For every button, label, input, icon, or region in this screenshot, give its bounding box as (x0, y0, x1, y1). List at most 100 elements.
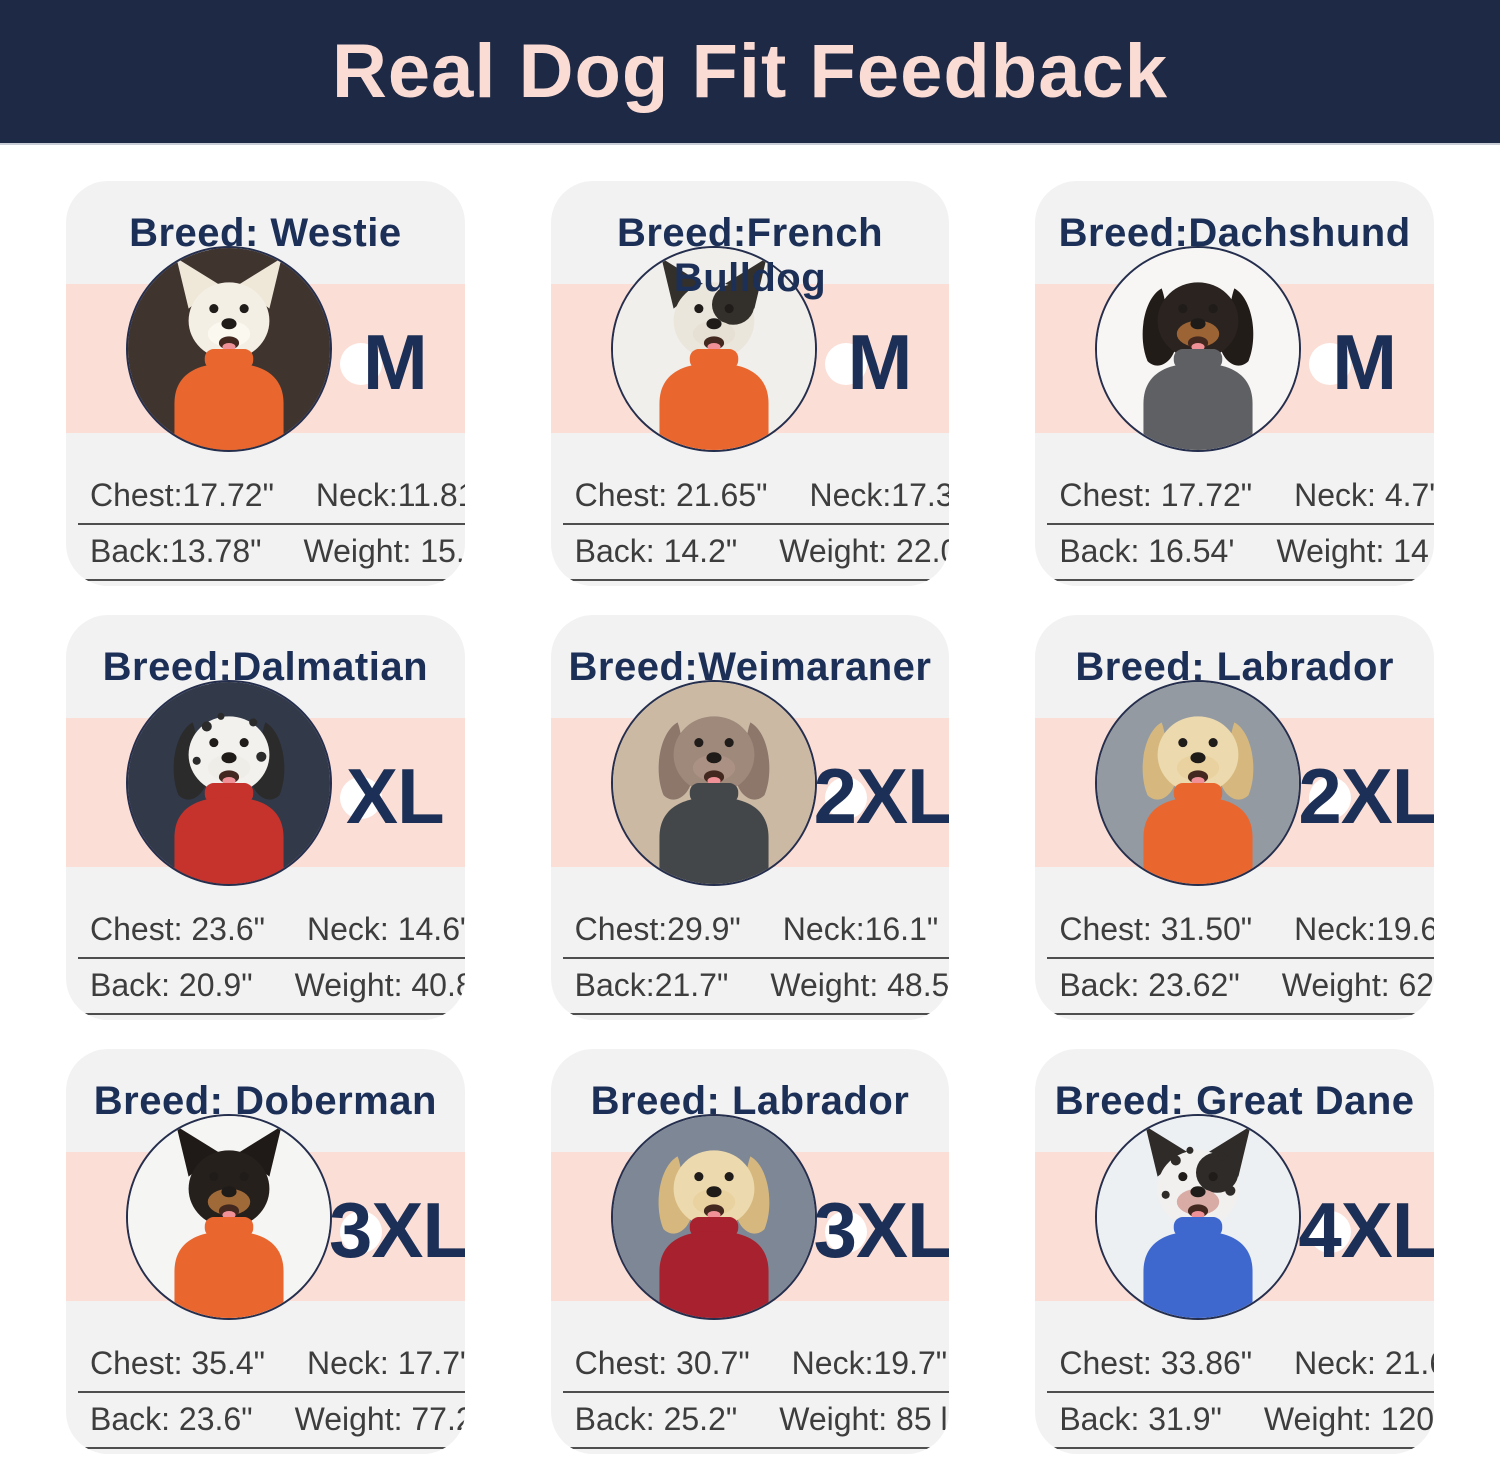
dog-photo-circle (610, 246, 817, 452)
dog-photo-circle (1095, 246, 1302, 452)
dog-photo-circle (1095, 680, 1302, 886)
dog-photo-circle (1095, 1114, 1302, 1320)
dog-illustration-icon (1097, 682, 1300, 884)
dog-illustration-icon (128, 682, 330, 884)
dog-illustration-icon (612, 682, 815, 884)
dog-card-labrador-2xl: Breed: Labrador 2XL Chest: 31.50" Neck:19… (1035, 615, 1434, 1020)
dog-card-labrador-3xl: Breed: Labrador 3XL Chest: 30.7" Neck:19.… (550, 1049, 950, 1454)
chest-value: Chest:17.72" (90, 477, 274, 513)
weight-value: Weight: 120 lbs (1263, 1401, 1434, 1437)
neck-value: Neck:19.69" (1294, 911, 1434, 947)
back-value: Back:13.78" (90, 533, 262, 569)
back-value: Back:21.7" (574, 967, 729, 1003)
weight-value: Weight: 77.2 lbs (294, 1401, 465, 1437)
neck-value: Neck: 14.6" (307, 911, 465, 947)
chest-value: Chest: 31.50" (1059, 911, 1253, 947)
chest-value: Chest: 33.86" (1059, 1345, 1253, 1381)
white-dot-accent (340, 1211, 382, 1253)
neck-value: Neck: 21.65" (1294, 1345, 1434, 1381)
weight-value: Weight: 15.43 lbs (303, 533, 465, 569)
weight-value: Weight: 85 lbs (779, 1401, 949, 1437)
measurement-line-2: Back: 23.62" Weight: 62.83 lbs (1047, 967, 1434, 1015)
breed-title: Breed: Labrador (590, 1079, 910, 1123)
breed-title: Breed: Labrador (1075, 645, 1394, 689)
dog-card-weimaraner: Breed:Weimaraner 2XL Chest:29.9" Neck:16.… (550, 615, 950, 1020)
measurement-line-1: Chest: 30.7" Neck:19.7" (562, 1345, 950, 1393)
weight-value: Weight: 62.83 lbs (1281, 967, 1434, 1003)
dog-photo-circle (126, 1114, 332, 1320)
measurement-line-1: Chest:17.72" Neck:11.81" (78, 477, 465, 525)
dog-illustration-icon (612, 1116, 815, 1318)
breed-title: Breed: Great Dane (1054, 1079, 1415, 1123)
white-dot-accent (824, 1211, 867, 1253)
dog-photo-circle (610, 680, 817, 886)
measurement-line-2: Back: 25.2" Weight: 85 lbs (562, 1401, 950, 1449)
breed-title: Breed:French Bulldog (616, 211, 884, 300)
dog-card-french-bulldog: Breed:French Bulldog M Chest: 21.65" Neck… (550, 181, 950, 586)
chest-value: Chest: 35.4" (90, 1345, 266, 1381)
weight-value: Weight: 22.05 lbs (779, 533, 949, 569)
dog-photo-circle (126, 680, 332, 886)
dog-illustration-icon (1097, 1116, 1300, 1318)
measurement-line-2: Back:21.7" Weight: 48.5 lbs (562, 967, 950, 1015)
weight-value: Weight: 40.8 lbs (294, 967, 465, 1003)
measurement-line-2: Back: 23.6" Weight: 77.2 lbs (78, 1401, 465, 1449)
dog-illustration-icon (128, 1116, 330, 1318)
weight-value: Weight: 14.33 lbs (1276, 533, 1434, 569)
measurement-line-1: Chest: 17.72" Neck: 4.7" (1047, 477, 1434, 525)
size-label: 3XL (813, 1186, 950, 1274)
size-label: M (1332, 318, 1397, 406)
breed-title: Breed:Dachshund (1058, 211, 1411, 255)
white-dot-accent (824, 343, 867, 385)
back-value: Back: 20.9" (90, 967, 253, 1003)
neck-value: Neck:11.81" (315, 477, 465, 513)
white-dot-accent (340, 343, 382, 385)
measurement-line-1: Chest:29.9" Neck:16.1" (562, 911, 950, 959)
dog-card-great-dane: Breed: Great Dane 4XL Chest: 33.86" Neck: (1035, 1049, 1434, 1454)
dog-photo-circle (610, 1114, 817, 1320)
neck-value: Neck:19.7" (791, 1345, 948, 1381)
size-label: 3XL (329, 1186, 465, 1274)
size-label: M (847, 318, 913, 406)
measurement-line-1: Chest: 35.4" Neck: 17.7" (78, 1345, 465, 1393)
neck-value: Neck:16.1" (782, 911, 939, 947)
back-value: Back: 16.54' (1059, 533, 1235, 569)
back-value: Back: 25.2" (574, 1401, 738, 1437)
measurement-line-1: Chest: 23.6" Neck: 14.6" (78, 911, 465, 959)
neck-value: Neck: 17.7" (307, 1345, 465, 1381)
measurement-line-1: Chest: 31.50" Neck:19.69" (1047, 911, 1434, 959)
measurement-line-2: Back:13.78" Weight: 15.43 lbs (78, 533, 465, 581)
measurement-line-2: Back: 31.9" Weight: 120 lbs (1047, 1401, 1434, 1449)
dog-card-doberman: Breed: Doberman 3XL Chest: 35.4" Neck: 17… (66, 1049, 465, 1454)
chest-value: Chest: 30.7" (574, 1345, 750, 1381)
back-value: Back: 23.6" (90, 1401, 253, 1437)
fit-feedback-grid: Breed: Westie M Chest:17.72" Neck:11.81" (0, 145, 1500, 1454)
dog-illustration-icon (612, 248, 815, 450)
breed-title: Breed: Westie (129, 211, 402, 255)
dog-card-dachshund: Breed:Dachshund M Chest: 17.72" Neck: 4.7… (1035, 181, 1434, 586)
white-dot-accent (824, 777, 867, 819)
chest-value: Chest: 21.65" (574, 477, 768, 513)
size-label: M (362, 318, 428, 406)
dog-card-westie: Breed: Westie M Chest:17.72" Neck:11.81" (66, 181, 465, 586)
breed-title: Breed:Weimaraner (568, 645, 932, 689)
measurement-line-2: Back: 20.9" Weight: 40.8 lbs (78, 967, 465, 1015)
white-dot-accent (340, 777, 382, 819)
white-dot-accent (1309, 343, 1352, 385)
back-value: Back: 31.9" (1059, 1401, 1222, 1437)
breed-title: Breed:Dalmatian (102, 645, 429, 689)
dog-photo-circle (126, 246, 332, 452)
size-label: XL (345, 752, 445, 840)
white-dot-accent (1309, 777, 1352, 819)
measurement-line-1: Chest: 33.86" Neck: 21.65" (1047, 1345, 1434, 1393)
measurement-line-2: Back: 16.54' Weight: 14.33 lbs (1047, 533, 1434, 581)
size-label: 4XL (1298, 1186, 1434, 1274)
back-value: Back: 23.62" (1059, 967, 1240, 1003)
chest-value: Chest:29.9" (574, 911, 741, 947)
neck-value: Neck: 4.7" (1294, 477, 1434, 513)
chest-value: Chest: 23.6" (90, 911, 266, 947)
breed-title: Breed: Doberman (93, 1079, 437, 1123)
dog-illustration-icon (128, 248, 330, 450)
size-label: 2XL (1298, 752, 1434, 840)
